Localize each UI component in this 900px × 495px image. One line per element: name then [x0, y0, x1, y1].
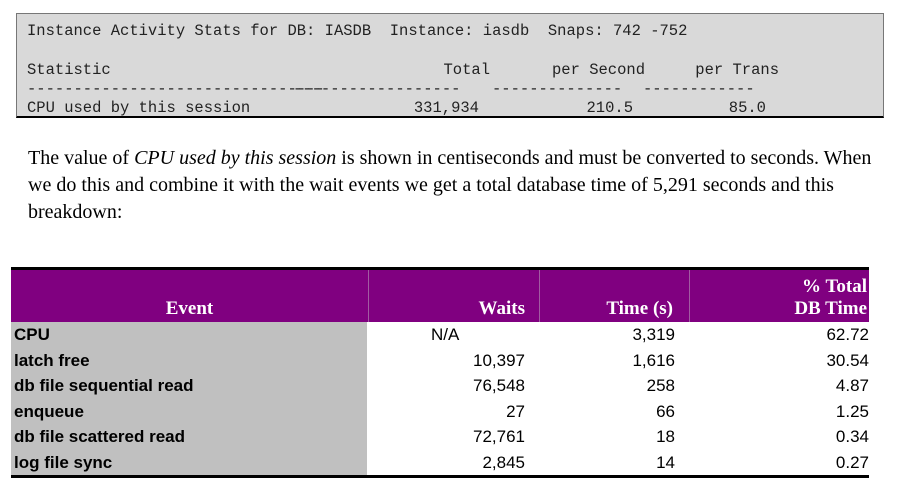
event-pct: 4.87	[835, 376, 869, 395]
table-row: CPU N/A 3,319 62.72	[11, 322, 869, 348]
header-event: Event	[165, 298, 214, 319]
col-total: Total	[443, 61, 490, 79]
stat-per-trans: 85.0	[728, 99, 766, 117]
event-time: 66	[656, 401, 675, 421]
event-name: enqueue	[11, 398, 367, 424]
table-body: CPU N/A 3,319 62.72 latch free 10,397 1,…	[11, 322, 869, 475]
statspack-box: Instance Activity Stats for DB: IASDB In…	[16, 13, 884, 118]
dash-3: --------------	[492, 80, 623, 98]
dash-2: ------------------	[293, 80, 461, 98]
stats-header-line: Instance Activity Stats for DB: IASDB In…	[27, 22, 688, 40]
table-row: latch free 10,397 1,616 30.54	[11, 347, 869, 373]
event-time: 3,319	[632, 325, 675, 344]
table-row: db file sequential read 76,548 258 4.87	[11, 373, 869, 399]
col-statistic: Statistic	[27, 61, 111, 79]
stats-dash-line: -------------------------------- -------…	[27, 80, 787, 98]
header-divider	[689, 270, 690, 322]
event-pct: 62.72	[826, 325, 869, 344]
event-pct: 0.34	[835, 427, 869, 446]
stats-data-row: CPU used by this session 331,934 210.5 8…	[27, 99, 787, 117]
stat-total: 331,934	[413, 99, 479, 117]
para-post: is shown in centiseconds and must be con…	[28, 147, 872, 223]
event-waits: 2,845	[482, 452, 525, 472]
header-divider	[368, 270, 369, 322]
event-pct: 0.27	[835, 452, 869, 472]
col-per-trans: per Trans	[695, 61, 779, 79]
event-name: log file sync	[11, 449, 367, 475]
event-waits: 76,548	[473, 376, 525, 395]
table-bottom-rule	[11, 475, 869, 478]
event-waits: 10,397	[473, 350, 525, 370]
col-per-second: per Second	[551, 61, 645, 79]
event-time: 18	[656, 427, 675, 446]
event-name: db file scattered read	[11, 424, 367, 450]
dash-4: ------------	[643, 80, 755, 98]
header-divider	[539, 270, 540, 322]
header-waits: Waits	[478, 298, 525, 319]
event-waits: N/A	[431, 325, 460, 344]
wait-event-table: Event Waits Time (s) % Total DB Time CPU…	[11, 267, 869, 478]
para-pre: The value of	[28, 147, 135, 169]
event-name: db file sequential read	[11, 373, 367, 399]
stat-name: CPU used by this session	[27, 99, 251, 117]
dash-1: --------------------------------	[27, 80, 325, 98]
header-pct-line1: % Total	[802, 276, 867, 297]
event-time: 1,616	[632, 350, 675, 370]
table-row: db file scattered read 72,761 18 0.34	[11, 424, 869, 450]
header-pct-line2: DB Time	[794, 298, 867, 319]
header-time: Time (s)	[606, 298, 673, 319]
stat-per-second: 210.5	[586, 99, 633, 117]
event-waits: 72,761	[473, 427, 525, 446]
event-name: latch free	[11, 347, 367, 373]
event-waits: 27	[506, 401, 525, 421]
event-time: 258	[646, 376, 675, 395]
body-paragraph: The value of CPU used by this session is…	[28, 145, 878, 226]
event-pct: 30.54	[826, 350, 869, 370]
table-row: enqueue 27 66 1.25	[11, 398, 869, 424]
event-time: 14	[656, 452, 675, 472]
table-header: Event Waits Time (s) % Total DB Time	[11, 267, 869, 322]
table-row: log file sync 2,845 14 0.27	[11, 449, 869, 475]
event-name: CPU	[11, 322, 367, 348]
event-pct: 1.25	[835, 401, 869, 421]
stats-column-headers: Statistic Total per Second per Trans	[27, 61, 779, 79]
header-pct-db-time: % Total DB Time	[689, 276, 867, 320]
para-italic-statistic: CPU used by this session	[134, 147, 337, 169]
